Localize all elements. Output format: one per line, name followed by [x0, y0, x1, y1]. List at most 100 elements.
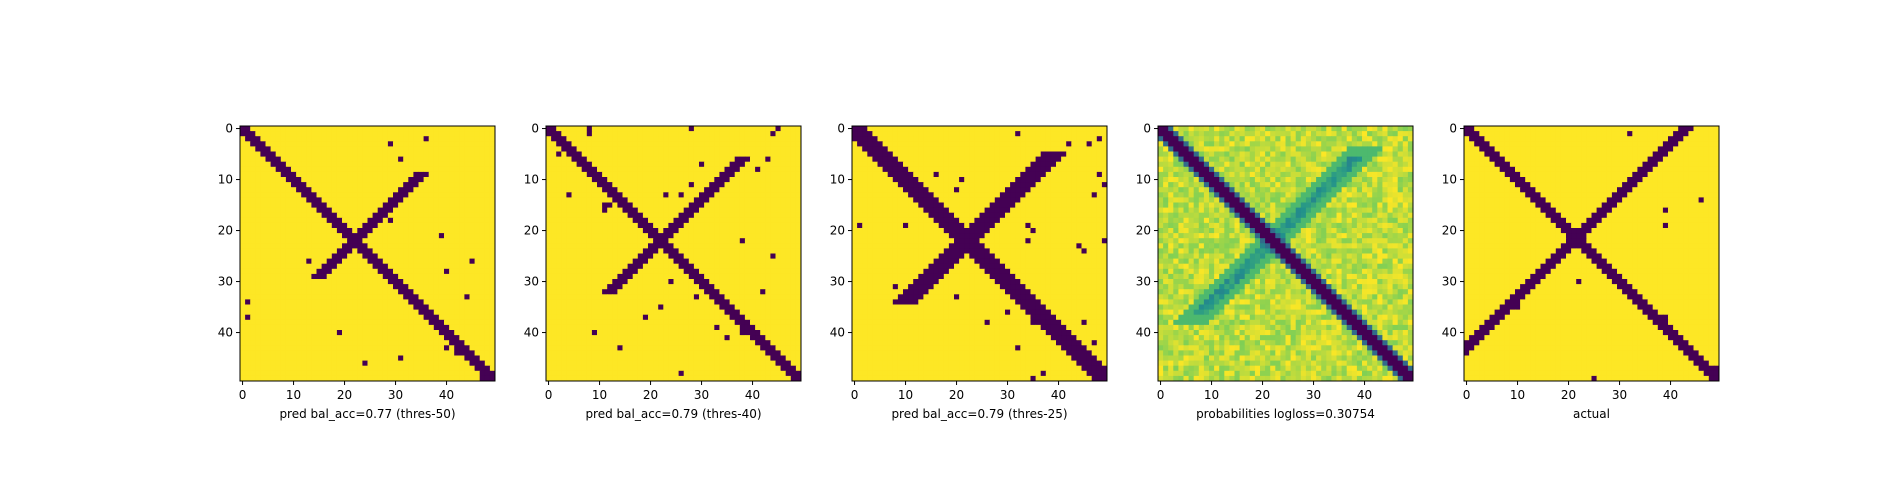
- heatmap-cell: [444, 126, 450, 132]
- heatmap-cell: [464, 284, 470, 290]
- heatmap-cell: [418, 187, 424, 193]
- heatmap-cell: [444, 355, 450, 361]
- heatmap-cell: [765, 304, 771, 310]
- heatmap-cell: [683, 136, 690, 142]
- heatmap-cell: [428, 279, 435, 285]
- heatmap-cell: [245, 355, 251, 361]
- heatmap-cell: [265, 375, 271, 382]
- heatmap-cell: [693, 299, 700, 305]
- heatmap-cell: [479, 202, 486, 208]
- heatmap-cell: [433, 217, 440, 224]
- heatmap-cell: [546, 350, 552, 356]
- heatmap-cell: [311, 284, 317, 290]
- heatmap-cell: [387, 375, 394, 382]
- heatmap-cell: [556, 126, 562, 132]
- heatmap-cell: [459, 141, 465, 147]
- heatmap-cell: [403, 207, 409, 214]
- heatmap-cell: [755, 253, 761, 259]
- heatmap-cell: [607, 141, 613, 147]
- heatmap-cell: [291, 304, 297, 310]
- heatmap-cell: [795, 284, 802, 290]
- heatmap-cell: [275, 263, 282, 270]
- heatmap-cell: [724, 345, 730, 351]
- heatmap-cell: [403, 228, 409, 234]
- heatmap-cell: [245, 340, 251, 346]
- heatmap-cell: [780, 192, 787, 198]
- heatmap-cell: [255, 355, 261, 361]
- heatmap-cell: [454, 233, 460, 239]
- heatmap-cell: [357, 238, 363, 244]
- heatmap-cell: [265, 258, 271, 265]
- x-tick-label: 30: [388, 388, 403, 402]
- heatmap-cell: [770, 253, 776, 259]
- heatmap-cell: [556, 324, 562, 331]
- heatmap-cell: [709, 360, 715, 367]
- heatmap-cell: [280, 156, 287, 163]
- heatmap-cell: [464, 268, 470, 275]
- heatmap-cell: [265, 212, 271, 219]
- heatmap-cell: [331, 355, 338, 361]
- heatmap-cell: [755, 238, 761, 244]
- heatmap-cell: [729, 268, 736, 275]
- heatmap-cell: [265, 319, 271, 326]
- heatmap-cell: [581, 156, 588, 163]
- heatmap-cell: [444, 375, 450, 382]
- heatmap-cell: [790, 228, 797, 234]
- heatmap-cell: [265, 243, 271, 249]
- heatmap-cell: [744, 202, 751, 208]
- heatmap-cell: [607, 156, 613, 163]
- heatmap-cell: [632, 375, 639, 382]
- heatmap-cell: [316, 258, 322, 265]
- heatmap-cell: [632, 238, 639, 244]
- heatmap-cell: [408, 171, 414, 178]
- heatmap-cell: [653, 202, 659, 208]
- heatmap-cell: [597, 279, 603, 285]
- heatmap-cell: [790, 217, 797, 224]
- heatmap-cell: [765, 166, 771, 173]
- heatmap-cell: [739, 126, 746, 132]
- heatmap-cell: [591, 207, 598, 214]
- heatmap-cell: [372, 166, 379, 173]
- heatmap-cell: [382, 141, 389, 147]
- heatmap-cell: [632, 233, 639, 239]
- heatmap-cell: [581, 126, 588, 132]
- heatmap-cell: [403, 177, 409, 183]
- heatmap-cell: [586, 146, 593, 152]
- heatmap-cell: [586, 238, 593, 244]
- heatmap-cell: [719, 222, 725, 229]
- heatmap-cell: [377, 207, 384, 214]
- heatmap-cell: [408, 319, 414, 326]
- heatmap-cell: [678, 345, 685, 351]
- heatmap-cell: [622, 238, 628, 244]
- heatmap-cell: [561, 233, 567, 239]
- heatmap-cell: [627, 284, 634, 290]
- heatmap-cell: [250, 279, 256, 285]
- heatmap-cell: [265, 217, 271, 224]
- heatmap-cell: [775, 284, 781, 290]
- heatmap-cell: [464, 197, 470, 203]
- heatmap-cell: [699, 319, 705, 326]
- heatmap-cell: [398, 319, 404, 326]
- heatmap-cell: [734, 248, 741, 254]
- heatmap-cell: [637, 304, 644, 310]
- heatmap-cell: [571, 319, 577, 326]
- heatmap-cell: [311, 182, 317, 188]
- heatmap-cell: [683, 238, 690, 244]
- heatmap-cell: [734, 289, 741, 295]
- heatmap-cell: [622, 177, 628, 183]
- heatmap-cell: [627, 330, 634, 336]
- heatmap-cell: [326, 177, 333, 183]
- heatmap-cell: [566, 212, 572, 219]
- heatmap-cell: [347, 136, 353, 142]
- heatmap-cell: [648, 279, 654, 285]
- heatmap-cell: [770, 350, 776, 356]
- heatmap-cell: [347, 284, 353, 290]
- heatmap-cell: [632, 350, 639, 356]
- heatmap-cell: [270, 156, 277, 163]
- heatmap-cell: [591, 248, 598, 254]
- heatmap-cell: [586, 151, 593, 157]
- heatmap-cell: [301, 146, 307, 152]
- heatmap-cell: [795, 355, 802, 361]
- heatmap-cell: [566, 161, 572, 168]
- heatmap-cell: [795, 279, 802, 285]
